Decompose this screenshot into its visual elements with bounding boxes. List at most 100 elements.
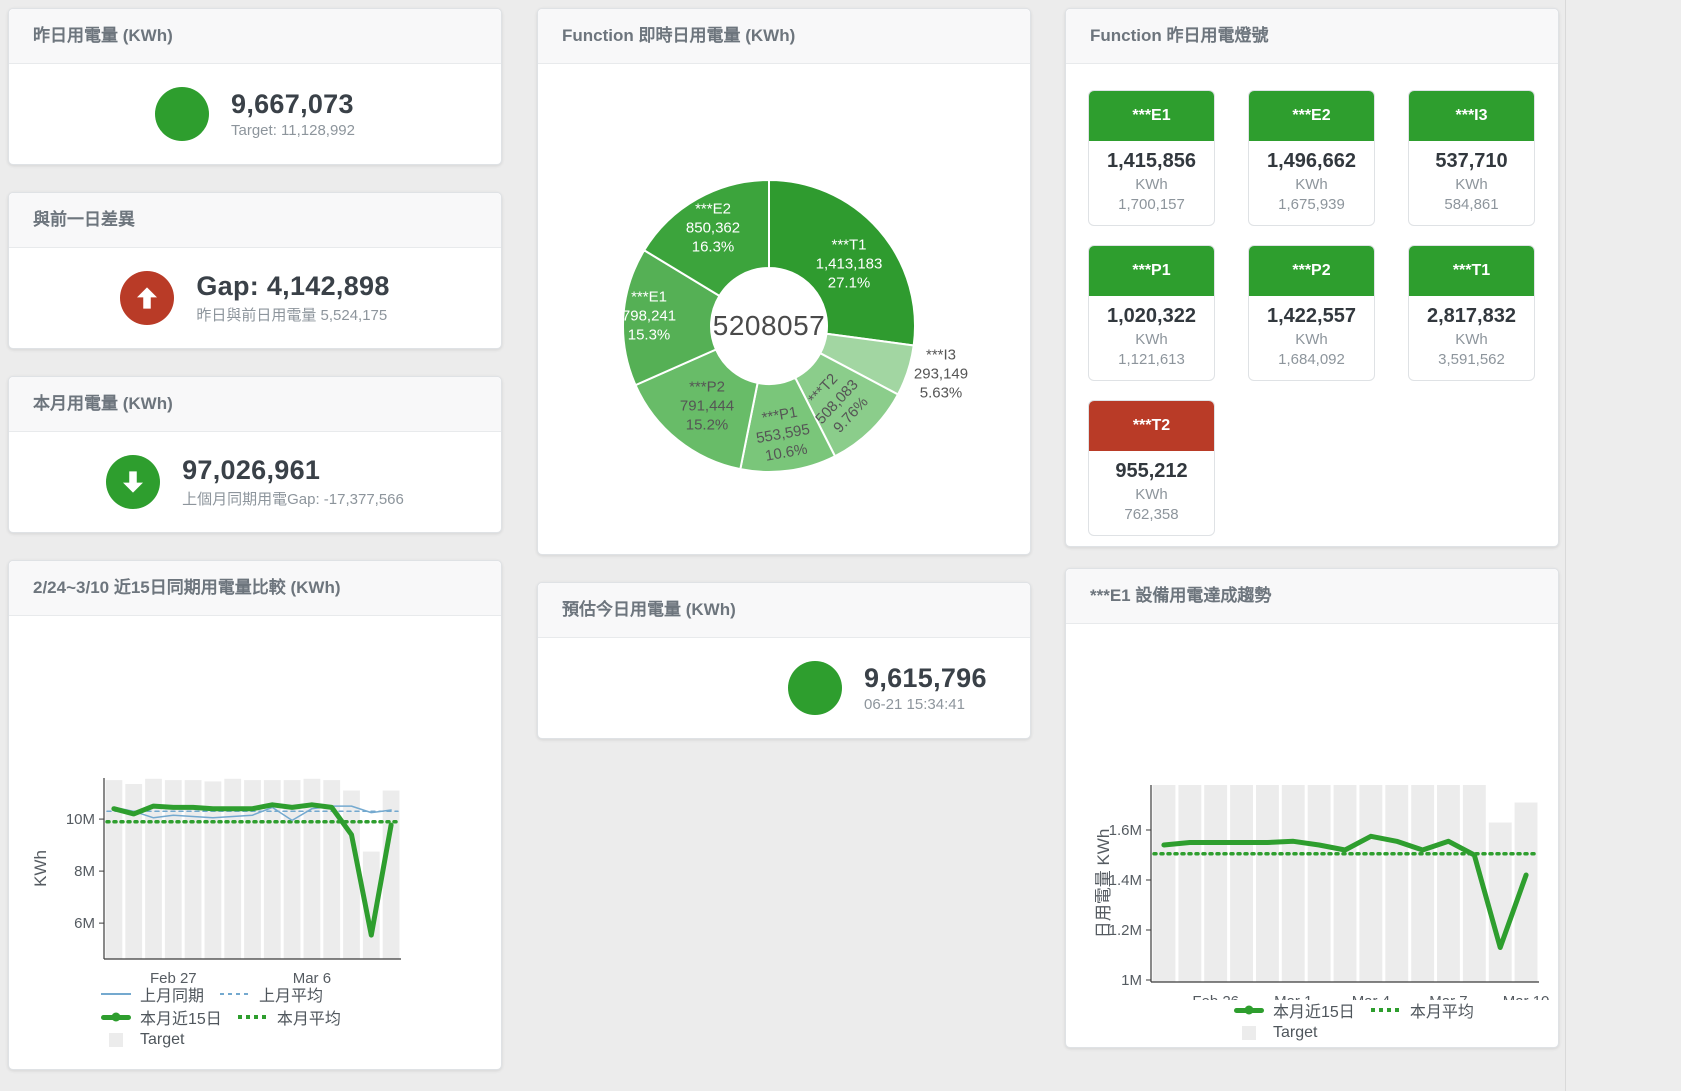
month-kpi: 97,026,961 上個月同期用電Gap: -17,377,566 [9, 432, 501, 531]
tile-value: 955,212 [1115, 460, 1188, 482]
status-ok-icon [788, 660, 842, 715]
yesterday-kpi-text: 9,667,073 Target: 11,128,992 [231, 88, 355, 139]
donut-label-I3: ***I3 293,149 5.63% [913, 346, 969, 402]
legend-label: Target [1273, 1024, 1318, 1041]
legend-row: 本月近15日 本月平均 [1234, 998, 1558, 1022]
light-tile-P2: ***P2 1,422,557 KWh 1,684,092 [1248, 245, 1375, 381]
tile-target: 584,861 [1444, 196, 1499, 213]
svg-text:日用電量 KWh: 日用電量 KWh [1094, 829, 1113, 939]
card-title-donut: Function 即時日用電量 (KWh) [538, 9, 1030, 64]
svg-text:Mar 10: Mar 10 [1503, 993, 1550, 1000]
donut-segments [622, 178, 916, 473]
card-title-text: 預估今日用電量 (KWh) [562, 600, 736, 619]
tile-value: 1,496,662 [1267, 150, 1356, 172]
card-title-text: 2/24~3/10 近15日同期用電量比較 (KWh) [33, 578, 341, 597]
tile-target: 1,121,613 [1118, 351, 1185, 368]
card-title-text: 昨日用電量 (KWh) [33, 26, 173, 45]
legend-item-green-line[interactable]: 本月近15日 [1234, 998, 1355, 1022]
legend-label: Target [140, 1031, 185, 1048]
svg-text:10M: 10M [66, 811, 95, 828]
legend-item-blue-dash[interactable]: 上月平均 [220, 982, 323, 1006]
svg-text:1M: 1M [1121, 972, 1142, 989]
legend-item-blue-line[interactable]: 上月同期 [101, 982, 204, 1006]
light-tile-T2: ***T2 955,212 KWh 762,358 [1088, 400, 1215, 536]
legend-item-target[interactable]: Target [1234, 1024, 1317, 1042]
month-kpi-text: 97,026,961 上個月同期用電Gap: -17,377,566 [182, 454, 404, 509]
gap-subtitle: 昨日與前日用電量 5,524,175 [196, 307, 388, 324]
gap-value: Gap: 4,142,898 [196, 271, 390, 301]
legend-item-target[interactable]: Target [101, 1031, 184, 1049]
legend-row: 上月同期 上月平均 [101, 982, 501, 1006]
tile-unit: KWh [1135, 331, 1168, 348]
tile-unit: KWh [1135, 486, 1168, 503]
svg-text:1.6M: 1.6M [1109, 822, 1142, 839]
legend-label: 本月平均 [276, 1011, 341, 1028]
legend-row: Target [101, 1030, 501, 1050]
svg-text:Mar 6: Mar 6 [293, 970, 331, 984]
yesterday-kpi: 9,667,073 Target: 11,128,992 [9, 64, 501, 163]
tile-header: ***I3 [1409, 91, 1534, 141]
estimate-value: 9,615,796 [864, 663, 987, 693]
card-title-text: 與前一日差異 [33, 210, 135, 229]
card-trend-chart: ***E1 設備用電達成趨勢 1M 1.2M 1.4M 1.6M Feb 26 Mar 1… [1065, 568, 1559, 1048]
tile-header: ***T1 [1409, 246, 1534, 296]
donut-label-P2: ***P2 791,444 15.2% [679, 378, 735, 434]
target-swatch-icon [1242, 1026, 1256, 1040]
legend-item-green-dash[interactable]: 本月平均 [1370, 998, 1474, 1022]
trend-chart-legend: 本月近15日 本月平均 Target [1066, 1000, 1558, 1043]
svg-text:Feb 27: Feb 27 [150, 970, 197, 984]
card-title-text: ***E1 設備用電達成趨勢 [1090, 586, 1272, 605]
card-title-compare: 2/24~3/10 近15日同期用電量比較 (KWh) [9, 561, 501, 616]
svg-text:6M: 6M [74, 915, 95, 932]
donut-chart: 5208057 ***T1 1,413,183 27.1% ***I3 293,149 5… [538, 64, 1030, 555]
tile-target: 1,675,939 [1278, 196, 1345, 213]
light-tile-E1: ***E1 1,415,856 KWh 1,700,157 [1088, 90, 1215, 226]
svg-text:Feb 26: Feb 26 [1192, 993, 1239, 1000]
card-title-text: Function 即時日用電量 (KWh) [562, 26, 796, 45]
svg-text:1.4M: 1.4M [1109, 872, 1142, 889]
card-yesterday-usage: 昨日用電量 (KWh) 9,667,073 Target: 11,128,992 [8, 8, 502, 165]
legend-row: 本月近15日 本月平均 [101, 1005, 501, 1029]
svg-text:Mar 7: Mar 7 [1429, 993, 1467, 1000]
legend-item-green-line[interactable]: 本月近15日 [101, 1005, 222, 1029]
green-line-swatch-icon [1234, 1007, 1264, 1013]
legend-label: 本月平均 [1409, 1004, 1474, 1021]
trend-line-chart: 1M 1.2M 1.4M 1.6M Feb 26 Mar 1 Mar 4 Mar 7 Mar 1… [1094, 785, 1550, 1000]
tile-value: 1,020,322 [1107, 305, 1196, 327]
svg-text:8M: 8M [74, 863, 95, 880]
donut-label-E1: ***E1 798,241 15.3% [621, 288, 677, 344]
estimate-timestamp: 06-21 15:34:41 [864, 696, 965, 713]
blue-line-swatch-icon [101, 993, 131, 995]
light-tile-I3: ***I3 537,710 KWh 584,861 [1408, 90, 1535, 226]
green-dash-swatch-icon [237, 1015, 268, 1019]
compare-line-chart: 6M 8M 10M Feb 27 Mar 6 KWh [31, 778, 401, 984]
donut-label-T1: ***T1 1,413,183 27.1% [815, 236, 883, 292]
compare-chart-legend: 上月同期 上月平均本月近15日 本月平均 Target [9, 984, 501, 1050]
estimate-kpi: 9,615,796 06-21 15:34:41 [538, 638, 1030, 737]
tile-unit: KWh [1295, 331, 1328, 348]
legend-item-green-dash[interactable]: 本月平均 [237, 1005, 341, 1029]
svg-text:Mar 1: Mar 1 [1274, 993, 1312, 1000]
month-value: 97,026,961 [182, 455, 321, 485]
estimate-kpi-text: 9,615,796 06-21 15:34:41 [864, 662, 987, 713]
card-gap-prev-day: 與前一日差異 Gap: 4,142,898 昨日與前日用電量 5,524,175 [8, 192, 502, 349]
legend-label: 上月平均 [259, 988, 324, 1005]
tile-target: 1,700,157 [1118, 196, 1185, 213]
right-margin-strip [1565, 0, 1681, 1091]
card-title-text: Function 昨日用電燈號 [1090, 26, 1269, 45]
blue-dash-swatch-icon [220, 993, 251, 995]
light-tile-T1: ***T1 2,817,832 KWh 3,591,562 [1408, 245, 1535, 381]
yesterday-target: Target: 11,128,992 [231, 122, 355, 139]
donut-label-E2: ***E2 850,362 16.3% [685, 200, 741, 256]
lights-grid: ***E1 1,415,856 KWh 1,700,157 ***E2 1,496,662… [1066, 64, 1558, 536]
legend-label: 本月近15日 [1273, 1004, 1355, 1021]
target-swatch-icon [109, 1033, 123, 1047]
tile-target: 1,684,092 [1278, 351, 1345, 368]
card-title-month: 本月用電量 (KWh) [9, 377, 501, 432]
card-title-estimate: 預估今日用電量 (KWh) [538, 583, 1030, 638]
gap-kpi-text: Gap: 4,142,898 昨日與前日用電量 5,524,175 [196, 270, 389, 325]
tile-target: 3,591,562 [1438, 351, 1505, 368]
green-line-swatch-icon [101, 1014, 131, 1020]
month-subtitle: 上個月同期用電Gap: -17,377,566 [182, 491, 404, 508]
arrow-down-icon [106, 454, 161, 509]
